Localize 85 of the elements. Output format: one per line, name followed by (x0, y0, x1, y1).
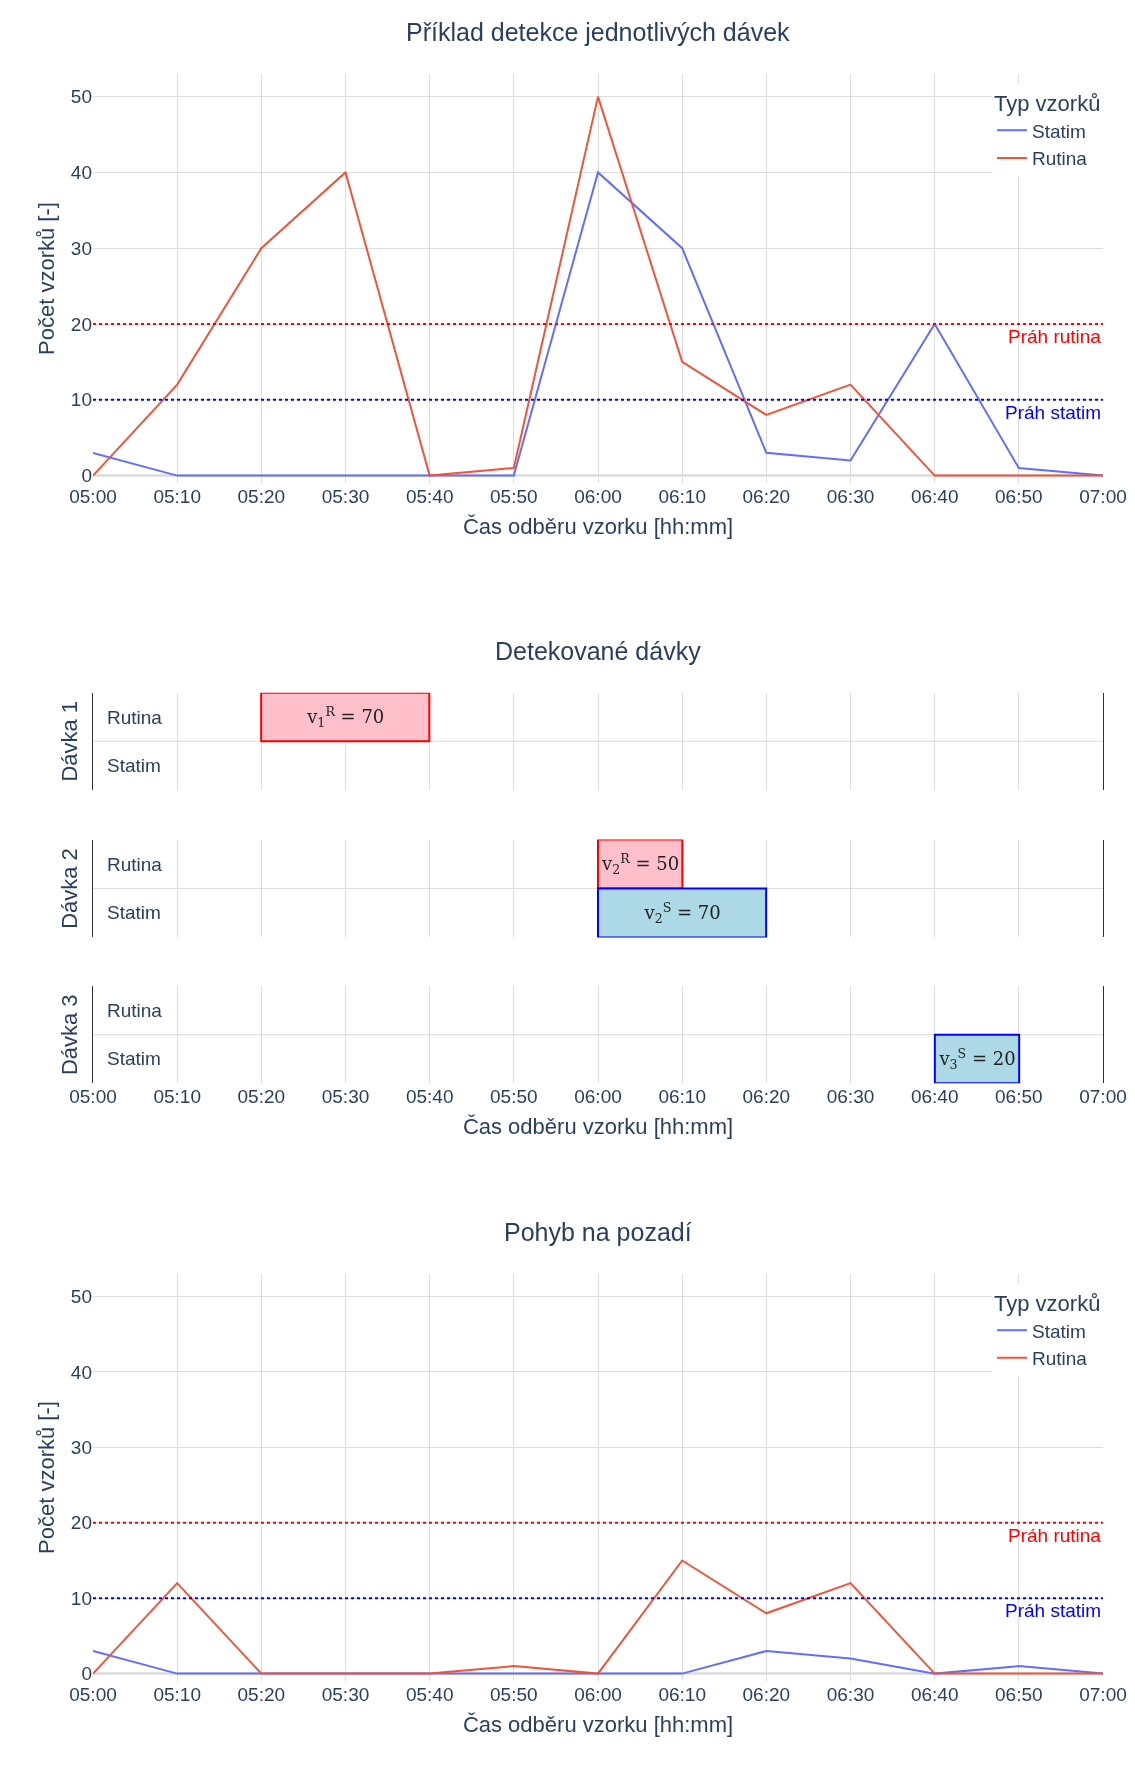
x-tick-label: 05:50 (490, 1684, 538, 1706)
x-tick-label: 05:30 (321, 1684, 370, 1706)
x-tick-label: 06:40 (910, 1086, 959, 1108)
chart-title: Detekované dávky (495, 637, 702, 665)
x-tick-label: 05:20 (237, 1684, 286, 1706)
x-tick-label: 06:20 (742, 1684, 791, 1706)
legend-label: Rutina (1032, 1348, 1088, 1370)
x-tick-label: 06:30 (826, 486, 875, 508)
x-tick-label: 05:30 (321, 486, 370, 508)
x-tick-label: 05:10 (153, 1684, 201, 1706)
x-tick-label: 06:50 (995, 1684, 1043, 1706)
y-tick-label: Statim (107, 1048, 161, 1069)
y-axis-title: Počet vzorků [-] (33, 202, 59, 355)
x-tick-label: 05:00 (69, 1086, 117, 1108)
chart-title: Pohyb na pozadí (504, 1218, 692, 1246)
x-tick-label: 06:00 (574, 1086, 622, 1108)
x-tick-label: 05:20 (237, 486, 286, 508)
y-tick-label: 30 (70, 1436, 92, 1458)
line-series (93, 171, 1103, 477)
x-tick-label: 06:30 (826, 1684, 875, 1706)
x-tick-label: 05:00 (69, 486, 117, 508)
y-tick-label: 50 (70, 86, 92, 108)
x-axis-title: Čas odběru vzorku [hh:mm] (462, 1712, 734, 1738)
x-tick-label: 06:10 (658, 1086, 706, 1108)
y-tick-label: 50 (70, 1286, 92, 1308)
x-tick-label: 06:50 (995, 1086, 1043, 1108)
x-tick-label: 06:00 (574, 1684, 622, 1706)
y-tick-label: 0 (81, 465, 92, 487)
legend-title: Typ vzorků (994, 1291, 1101, 1317)
x-tick-label: 06:20 (742, 486, 791, 508)
x-tick-label: 06:10 (658, 1684, 706, 1706)
ref-line-label: Práh statim (1005, 402, 1102, 423)
y-tick-label: 10 (70, 1587, 92, 1609)
x-tick-label: 06:10 (658, 486, 706, 508)
line-series (93, 1559, 1103, 1675)
ref-line-label: Práh rutina (1008, 326, 1102, 347)
legend-title: Typ vzorků (994, 91, 1101, 117)
x-tick-label: 05:50 (490, 1086, 538, 1108)
ref-line-label: Práh rutina (1008, 1525, 1102, 1546)
y-axis-title: Dávka 3 (56, 994, 82, 1076)
x-tick-label: 06:40 (910, 1684, 959, 1706)
x-tick-label: 07:00 (1079, 1086, 1127, 1108)
y-axis-title: Počet vzorků [-] (33, 1401, 59, 1554)
y-tick-label: Statim (107, 755, 161, 776)
data-label: v$_{2}$$^{S}$ = 70 (643, 899, 721, 927)
y-axis-title: Dávka 1 (56, 700, 82, 782)
y-tick-label: Statim (107, 902, 161, 923)
x-axis-title: Čas odběru vzorku [hh:mm] (462, 514, 734, 540)
chart-title: Příklad detekce jednotlivých dávek (406, 18, 791, 46)
x-tick-label: 06:20 (742, 1086, 791, 1108)
x-tick-label: 05:10 (153, 486, 201, 508)
y-tick-label: 0 (81, 1663, 92, 1685)
x-tick-label: 06:40 (910, 486, 959, 508)
y-tick-label: 30 (70, 237, 92, 259)
ref-line-label: Práh statim (1005, 1600, 1102, 1621)
data-label: v$_{2}$$^{R}$ = 50 (601, 850, 680, 878)
x-tick-label: 06:30 (826, 1086, 875, 1108)
x-tick-label: 05:30 (321, 1086, 370, 1108)
data-label: v$_{3}$$^{S}$ = 20 (938, 1045, 1016, 1073)
line-series (93, 95, 1103, 477)
x-tick-label: 05:20 (237, 1086, 286, 1108)
legend-label: Rutina (1032, 148, 1088, 170)
data-label: v$_{1}$$^{R}$ = 70 (306, 703, 385, 731)
x-tick-label: 05:00 (69, 1684, 117, 1706)
y-axis-title: Dávka 2 (56, 848, 82, 929)
y-tick-label: 20 (70, 313, 92, 335)
x-tick-label: 07:00 (1079, 486, 1127, 508)
y-tick-label: 20 (70, 1512, 92, 1534)
x-tick-label: 05:40 (405, 1684, 454, 1706)
legend-label: Statim (1032, 120, 1086, 142)
y-tick-label: 40 (70, 162, 92, 184)
y-tick-label: Rutina (107, 854, 163, 875)
y-tick-label: 40 (70, 1361, 92, 1383)
x-tick-label: 05:50 (490, 486, 538, 508)
x-tick-label: 05:40 (405, 1086, 454, 1108)
x-tick-label: 05:40 (405, 486, 454, 508)
x-tick-label: 06:00 (574, 486, 622, 508)
y-tick-label: Rutina (107, 707, 163, 728)
x-tick-label: 06:50 (995, 486, 1043, 508)
legend-label: Statim (1032, 1320, 1086, 1342)
x-axis-title: Čas odběru vzorku [hh:mm] (462, 1114, 734, 1140)
y-tick-label: 10 (70, 389, 92, 411)
y-tick-label: Rutina (107, 1000, 163, 1021)
x-tick-label: 05:10 (153, 1086, 201, 1108)
x-tick-label: 07:00 (1079, 1684, 1127, 1706)
